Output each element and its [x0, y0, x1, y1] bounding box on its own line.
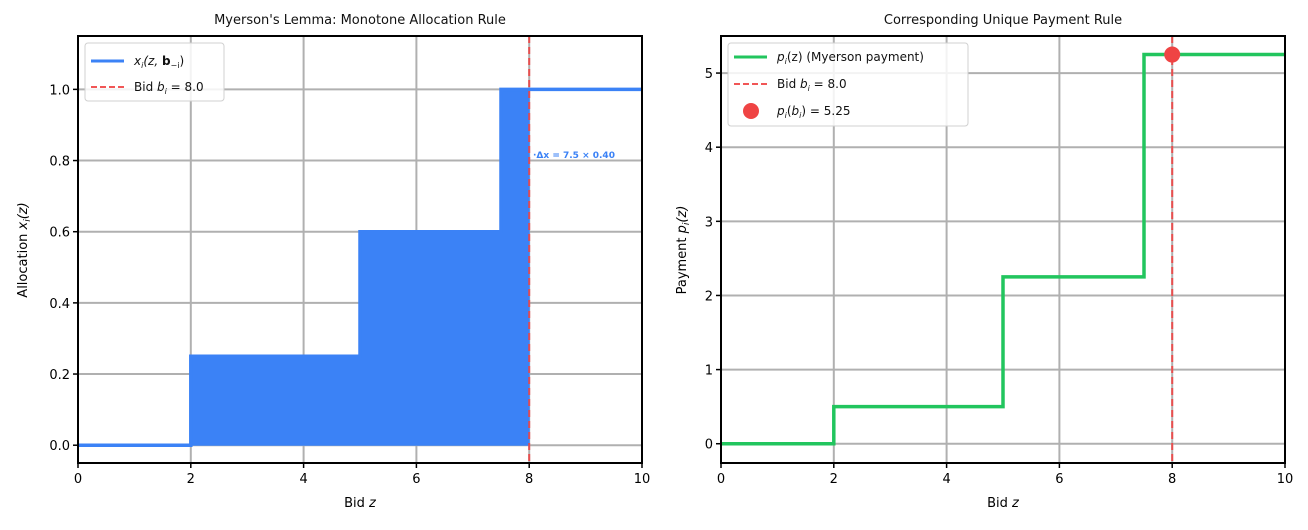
y-tick-label: 2 [705, 289, 713, 304]
axis-ticks: 0 2 4 6 8 10 0 1 2 3 4 5 [705, 67, 1294, 487]
payment-at-bid-marker [1164, 46, 1181, 63]
y-tick-label: 1 [705, 364, 713, 379]
allocation-chart: Myerson's Lemma: Monotone Allocation Rul… [16, 13, 650, 511]
y-axis-label: Allocation xi(z) [16, 202, 33, 297]
legend-label-bid: Bid bi = 8.0 [777, 77, 847, 93]
axes-frame [77, 35, 643, 464]
legend-box [727, 42, 969, 127]
y-axis-label: Payment pi(z) [675, 206, 692, 295]
x-tick-label: 4 [942, 472, 950, 487]
y-tick-label: 0.4 [49, 297, 70, 312]
payment-chart: Corresponding Unique Payment Rule 0 2 4 6 8 1… [675, 13, 1293, 511]
payment-step-line [721, 52, 1285, 446]
y-tick-label: 4 [705, 141, 713, 156]
y-tick-label: 5 [705, 67, 713, 82]
x-tick-label: 2 [187, 472, 195, 487]
step-line [78, 87, 642, 447]
legend-label-allocation: xi(z, b−i) [133, 54, 184, 70]
step-line [721, 52, 1285, 446]
axes-frame [720, 35, 1286, 464]
allocation-step-line [78, 87, 642, 447]
chart-title: Myerson's Lemma: Monotone Allocation Rul… [214, 13, 506, 28]
annotation-label: ·Δx = 7.5 × 0.40 [533, 151, 615, 161]
y-tick-label: 0.0 [49, 439, 70, 454]
axis-ticks: 0 2 4 6 8 10 0.0 0.2 0.4 0.6 0.8 1.0 [49, 83, 650, 487]
legend-label-bid: Bid bi = 8.0 [134, 80, 204, 96]
x-tick-label: 6 [412, 472, 420, 487]
y-tick-label: 0.6 [49, 226, 70, 241]
y-tick-label: 0.2 [49, 368, 70, 383]
legend-swatch-marker [743, 103, 759, 119]
x-axis-label: Bid z [987, 496, 1020, 511]
x-tick-label: 8 [525, 472, 533, 487]
legend: xi(z, b−i) Bid bi = 8.0 [84, 42, 225, 102]
marker-point [1164, 46, 1181, 63]
y-tick-label: 1.0 [49, 83, 70, 98]
legend-label-payment: pi(z) (Myerson payment) [776, 50, 924, 66]
x-tick-label: 2 [830, 472, 838, 487]
legend-label-marker: pi(bi) = 5.25 [776, 104, 851, 120]
x-tick-label: 10 [1277, 472, 1294, 487]
y-tick-label: 0.8 [49, 155, 70, 170]
y-tick-label: 0 [705, 438, 713, 453]
x-axis-label: Bid z [344, 496, 377, 511]
x-tick-label: 0 [717, 472, 725, 487]
x-tick-label: 10 [634, 472, 651, 487]
x-tick-label: 6 [1055, 472, 1063, 487]
x-tick-label: 0 [74, 472, 82, 487]
y-tick-label: 3 [705, 215, 713, 230]
chart-title: Corresponding Unique Payment Rule [884, 13, 1122, 28]
x-tick-label: 8 [1168, 472, 1176, 487]
legend: pi(z) (Myerson payment) Bid bi = 8.0 pi(… [727, 42, 969, 127]
x-tick-label: 4 [299, 472, 307, 487]
